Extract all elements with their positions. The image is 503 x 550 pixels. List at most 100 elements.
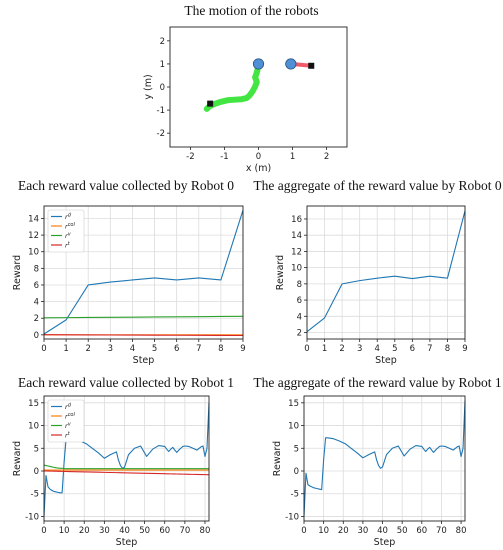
motion-xtick-label: 0: [256, 152, 261, 162]
r0-agg-ytick-label: 8: [297, 280, 302, 290]
r1-agg-ytick-label: 0: [294, 467, 299, 477]
r0-each-xtick-label: 2: [86, 344, 91, 354]
motion-ytick-label: 1: [160, 60, 165, 70]
r1-each-ytick-label: -5: [31, 490, 39, 500]
r1-agg-series-0-line: [303, 400, 466, 517]
r0-agg-xtick-label: 2: [339, 344, 344, 354]
r0-each-ytick-label: 2: [34, 314, 39, 324]
r0-agg-xtick-label: 8: [445, 344, 450, 354]
r1-agg-xtick-label: 10: [318, 526, 329, 536]
r0-agg-xtick-label: 5: [392, 344, 397, 354]
r0-each-legend-label: rv: [65, 232, 72, 241]
r0-agg-xtick-label: 1: [322, 344, 327, 354]
r1-agg-xtick-label: 50: [397, 526, 408, 536]
r1-agg-xtick-label: 70: [436, 526, 447, 536]
r0-each-series-3-line: [43, 334, 244, 337]
r0-agg-xtick-label: 3: [357, 344, 362, 354]
r0-agg-ytick-label: 14: [291, 231, 302, 241]
r1-agg-xtick-label: 30: [357, 526, 368, 536]
r1-each-ytick-label: 5: [34, 444, 39, 454]
motion-ytick-label: 2: [160, 37, 165, 47]
motion-title: The motion of the robots: [184, 3, 319, 18]
r0-each-xtick-label: 7: [196, 344, 201, 354]
r0-agg-xtick-label: 4: [375, 344, 380, 354]
r1-agg-ytick-label: 10: [288, 422, 299, 432]
motion-xlabel: x (m): [246, 163, 271, 174]
r1-agg-ylabel: Reward: [272, 441, 283, 476]
r0-each-xtick-label: 8: [218, 344, 223, 354]
r1-agg-xtick-label: 60: [416, 526, 427, 536]
r0-each-ytick-label: 6: [34, 281, 39, 291]
r1-each-legend-label: rt: [65, 431, 71, 440]
r0-agg-xlabel: Step: [375, 355, 397, 366]
r0-agg-axes-frame: [306, 205, 466, 340]
r0-each-title: Each reward value collected by Robot 0: [18, 178, 234, 193]
r1-each-series-3-line: [44, 470, 210, 476]
r1-agg-ytick-label: 5: [294, 444, 299, 454]
r0-each-xtick-label: 1: [63, 344, 68, 354]
r1-agg-xlabel: Step: [374, 537, 396, 548]
r0-each-axes-frame: [43, 205, 244, 340]
robot-0: [252, 58, 265, 70]
motion-ytick-label: 0: [160, 83, 165, 93]
r0-each-xtick-label: 4: [130, 344, 135, 354]
r1-each-axes-frame: [43, 395, 210, 522]
r0-each-xtick-label: 5: [152, 344, 157, 354]
r1-each-xtick-label: 60: [159, 526, 170, 536]
r0-each-ytick-label: 14: [28, 214, 39, 224]
r0-each-xtick-label: 9: [240, 344, 245, 354]
r1-each-xtick-label: 20: [79, 526, 90, 536]
r1-each-xlabel: Step: [116, 537, 138, 548]
r1-each-legend-box: [47, 399, 85, 443]
motion-xtick-label: -1: [220, 152, 228, 162]
r1-each-title: Each reward value collected by Robot 1: [18, 375, 234, 390]
r1-agg-xtick-label: 0: [301, 526, 306, 536]
motion-axes-frame: [169, 26, 348, 148]
r0-each-series-0-line: [43, 209, 244, 335]
r0-each-ytick-label: 0: [34, 331, 39, 341]
r1-each-ytick-label: 0: [34, 467, 39, 477]
r1-each-legend-label: rd: [65, 403, 72, 412]
r1-agg-xtick-label: 20: [338, 526, 349, 536]
r1-each-xtick-label: 40: [119, 526, 130, 536]
r0-each-xlabel: Step: [133, 355, 155, 366]
r1-each-ytick-label: 15: [28, 399, 39, 409]
robot0-trail: [203, 60, 262, 112]
motion-ytick-label: -2: [157, 129, 165, 139]
r1-agg-xtick-label: 40: [377, 526, 388, 536]
r1-agg-ytick-label: 15: [288, 399, 299, 409]
r0-each-legend-label: rd: [65, 213, 72, 222]
r1-agg-axes-frame: [303, 395, 466, 522]
motion-xtick-label: -2: [186, 152, 194, 162]
r1-each-series-2-line: [43, 464, 209, 470]
r0-agg-series-0-line: [306, 210, 466, 333]
r0-each-legend-label: rt: [65, 241, 71, 250]
motion-ytick-label: -1: [157, 106, 165, 116]
r0-agg-ylabel: Reward: [275, 255, 286, 290]
r0-agg-xtick-label: 7: [427, 344, 432, 354]
r0-each-legend-box: [47, 209, 85, 253]
r0-each-xtick-label: 3: [108, 344, 113, 354]
r1-each-legend-label: rcol: [65, 412, 75, 421]
r0-each-series-2-line: [43, 315, 244, 319]
r0-agg-ytick-label: 10: [291, 264, 302, 274]
r0-each-ytick-label: 8: [34, 264, 39, 274]
r1-agg-title: The aggregate of the reward value by Rob…: [253, 375, 502, 390]
r0-agg-ytick-label: 12: [291, 247, 302, 257]
r0-agg-xtick-label: 0: [304, 344, 309, 354]
goal-marker-1: [308, 62, 315, 69]
r0-agg-ytick-label: 2: [297, 329, 302, 339]
r0-agg-xtick-label: 9: [462, 344, 467, 354]
r1-agg-xtick-label: 80: [456, 526, 467, 536]
r0-agg-ytick-label: 6: [297, 296, 302, 306]
r0-each-ytick-label: 10: [28, 248, 39, 258]
r0-each-legend-label: rcol: [65, 222, 75, 231]
r1-each-xtick-label: 50: [139, 526, 150, 536]
r0-each-xtick-label: 6: [174, 344, 179, 354]
r1-agg-ytick-label: -5: [291, 490, 299, 500]
r0-agg-ytick-label: 4: [297, 312, 302, 322]
r0-each-ytick-label: 12: [28, 231, 39, 241]
r0-each-xtick-label: 0: [41, 344, 46, 354]
r1-each-xtick-label: 0: [41, 526, 46, 536]
